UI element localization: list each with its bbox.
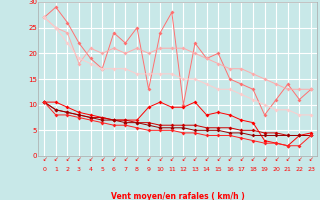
X-axis label: Vent moyen/en rafales ( km/h ): Vent moyen/en rafales ( km/h ) bbox=[111, 192, 244, 200]
